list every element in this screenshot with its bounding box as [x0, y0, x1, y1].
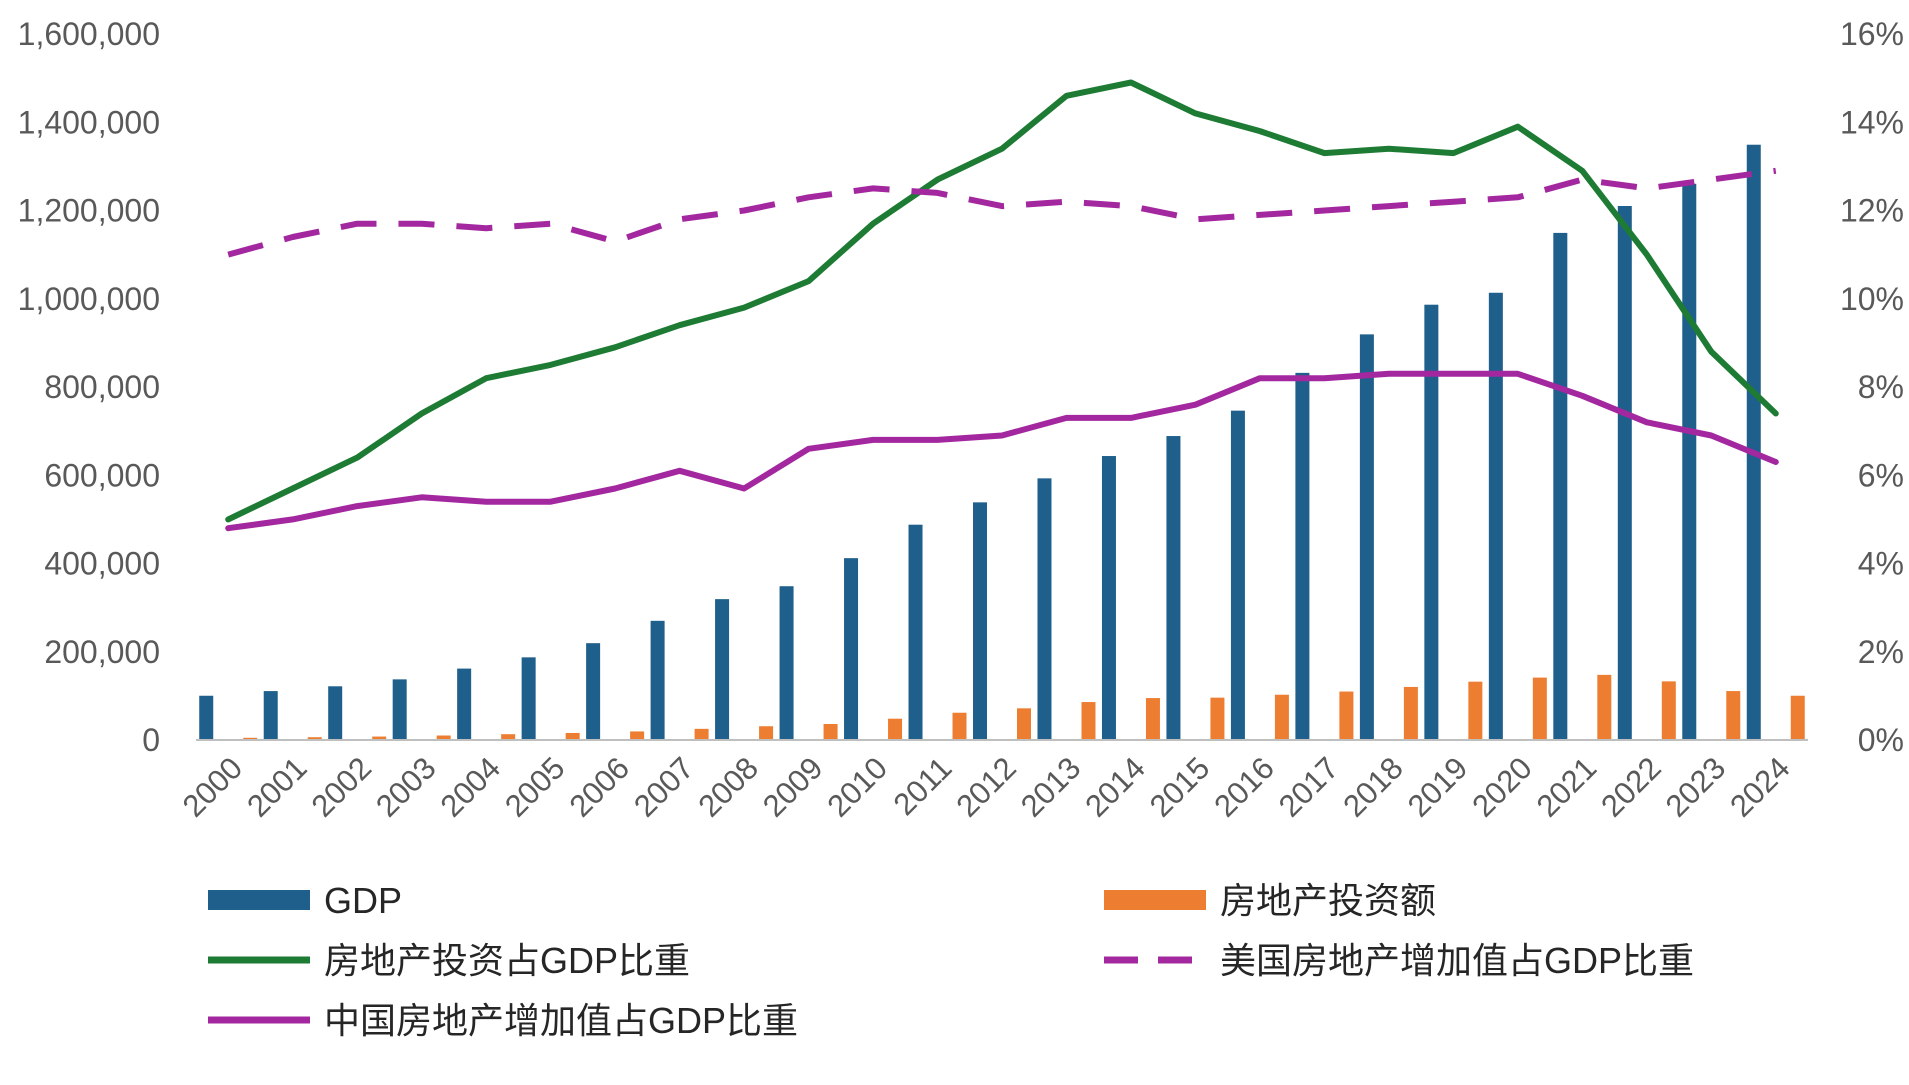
real-estate-investment-bar [1468, 681, 1483, 740]
y-left-tick-label: 400,000 [44, 546, 160, 582]
real-estate-investment-bar [952, 712, 967, 740]
y-right-tick-label: 16% [1840, 16, 1904, 52]
real-estate-investment-bar [694, 728, 709, 740]
real-estate-investment-bar [630, 731, 645, 740]
real-estate-investment-bar [759, 726, 774, 740]
left-axis: 0 200,000 400,000 600,000 800,000 1,000,000 1,… [18, 16, 160, 758]
legend-swatch [1104, 890, 1206, 910]
legend-swatch [208, 890, 310, 910]
real-estate-investment-bar [1210, 697, 1225, 740]
y-left-tick-label: 1,600,000 [18, 16, 160, 52]
y-left-tick-label: 800,000 [44, 369, 160, 405]
gdp-bar [973, 502, 987, 740]
real-estate-investment-bar [888, 718, 903, 740]
gdp-bar [844, 558, 859, 740]
y-left-tick-label: 600,000 [44, 457, 160, 493]
real-estate-investment-bar [1532, 677, 1547, 740]
gdp-bar [1037, 478, 1052, 740]
real-estate-investment-bar [1661, 681, 1676, 740]
gdp-bar [1617, 205, 1632, 740]
real-estate-investment-bar [1339, 691, 1354, 740]
real-estate-investment-bar [1726, 691, 1741, 740]
y-right-tick-label: 14% [1840, 104, 1904, 140]
real-estate-investment-bar [243, 737, 258, 740]
real-estate-investment-bar [823, 724, 838, 740]
gdp-bar [715, 599, 730, 740]
legend-item-gdp: GDP [208, 880, 402, 921]
investment-share-line [225, 79, 1779, 523]
legend-label: GDP [324, 880, 402, 921]
real-estate-investment-bar [307, 737, 322, 740]
y-right-tick-label: 4% [1858, 546, 1904, 582]
gdp-bar [586, 643, 601, 740]
gdp-bar [199, 695, 214, 740]
gdp-bar [521, 657, 536, 740]
legend-label: 中国房地产增加值占GDP比重 [324, 1000, 798, 1041]
legend-label: 美国房地产增加值占GDP比重 [1220, 940, 1694, 981]
us-value-added-share-line [227, 167, 1777, 258]
gdp-bar [1101, 456, 1116, 740]
legend-item-investment: 房地产投资额 [1104, 880, 1436, 921]
real-estate-investment-bar [565, 732, 580, 740]
y-right-tick-label: 0% [1858, 722, 1904, 758]
gdp-bar [1553, 232, 1568, 740]
real-estate-investment-bar [1145, 698, 1160, 740]
y-right-tick-label: 6% [1858, 457, 1904, 493]
y-right-tick-label: 2% [1858, 634, 1904, 670]
y-right-tick-label: 8% [1858, 369, 1904, 405]
real-estate-investment-bar [501, 734, 516, 740]
gdp-bar [1488, 292, 1503, 740]
y-left-tick-label: 1,200,000 [18, 193, 160, 229]
real-estate-investment-bar [1403, 686, 1418, 740]
gdp-bar [1359, 334, 1374, 740]
legend-item-investment-share: 房地产投资占GDP比重 [208, 940, 690, 981]
real-estate-investment-bar [1597, 674, 1612, 740]
y-right-tick-label: 12% [1840, 193, 1904, 229]
gdp-bar [779, 586, 794, 740]
y-left-tick-label: 200,000 [44, 634, 160, 670]
gdp-bar [392, 679, 407, 740]
gdp-bar [263, 691, 278, 740]
gdp-bar [1166, 436, 1181, 740]
y-left-tick-label: 0 [142, 722, 160, 758]
real-estate-investment-bar [372, 736, 387, 740]
legend-label: 房地产投资占GDP比重 [324, 940, 690, 981]
gdp-bar [457, 668, 472, 740]
gdp-bar [650, 620, 665, 740]
y-left-tick-label: 1,400,000 [18, 104, 160, 140]
real-estate-investment-bar [1274, 694, 1289, 740]
real-estate-investment-bar [1017, 708, 1031, 740]
gdp-bar [1682, 183, 1697, 740]
gdp-bar [1424, 304, 1439, 740]
line-series-group [225, 79, 1779, 532]
gdp-bar [1230, 410, 1245, 740]
legend-item-cn-share: 中国房地产增加值占GDP比重 [208, 1000, 798, 1041]
right-axis: 0% 2% 4% 6% 8% 10% 12% 14% 16% [1840, 16, 1904, 758]
real-estate-investment-bar [436, 735, 451, 740]
gdp-bar [908, 524, 923, 740]
gdp-bar [328, 686, 343, 740]
gdp-bar [1295, 372, 1310, 740]
real-estate-investment-bar [1790, 695, 1805, 740]
legend-item-us-share: 美国房地产增加值占GDP比重 [1104, 940, 1694, 981]
gdp-bar [1746, 144, 1761, 741]
legend-label: 房地产投资额 [1220, 880, 1436, 921]
y-left-tick-label: 1,000,000 [18, 281, 160, 317]
cn-value-added-share-line [225, 370, 1779, 532]
real-estate-investment-bar [1081, 702, 1096, 740]
y-right-tick-label: 10% [1840, 281, 1904, 317]
